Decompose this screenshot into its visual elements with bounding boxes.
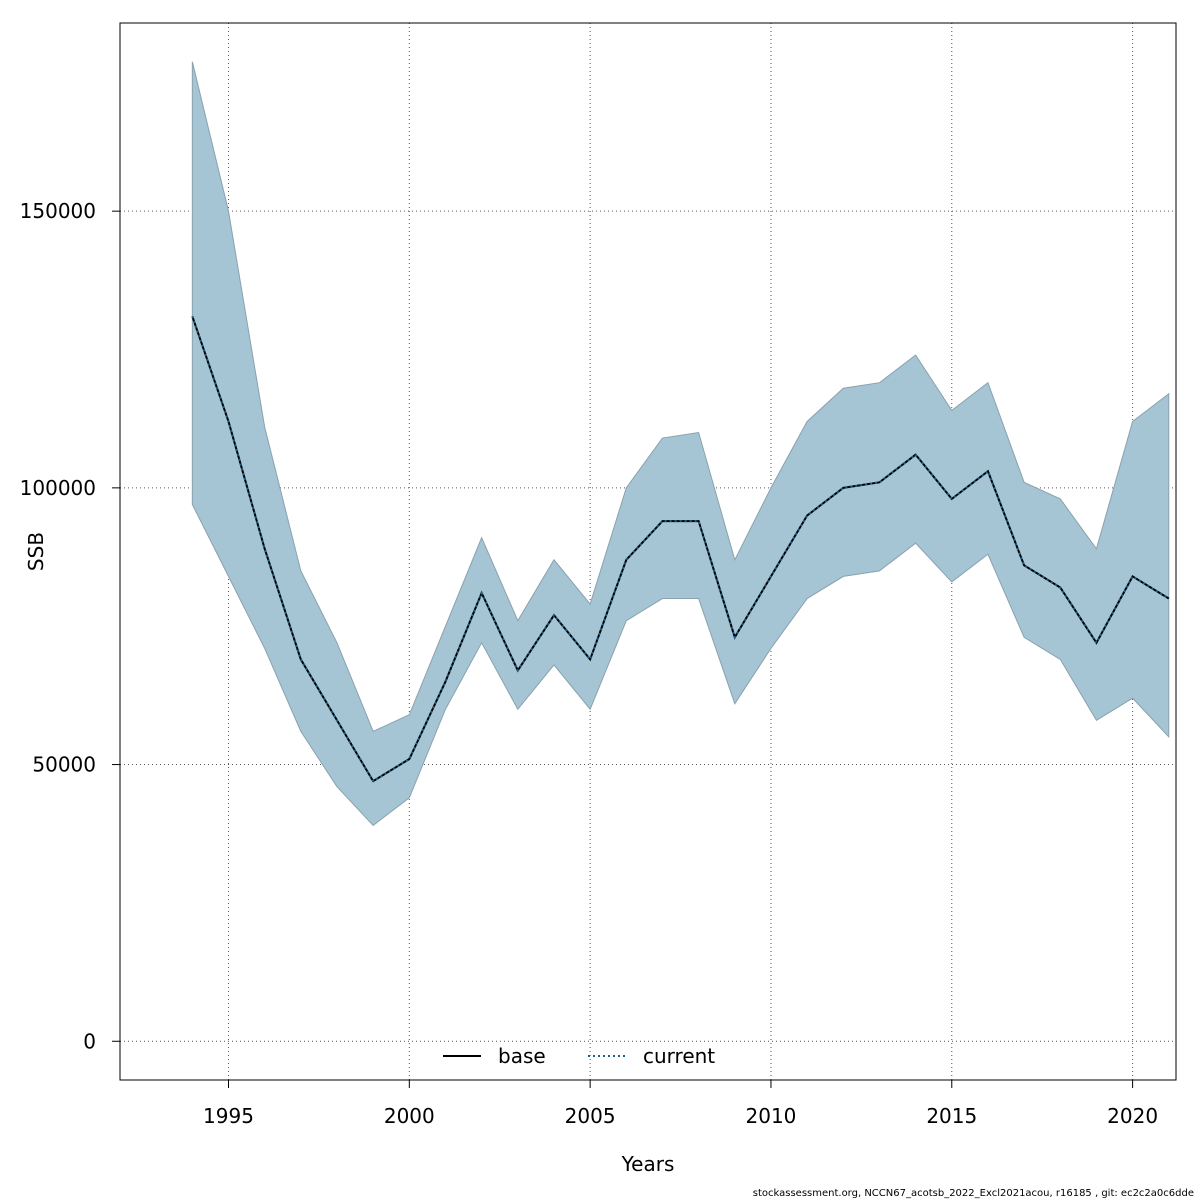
x-axis-title: Years <box>621 1152 675 1176</box>
legend: base current <box>443 1044 715 1068</box>
y-axis-title: SSB <box>24 532 48 571</box>
x-tick-label: 2000 <box>384 1104 435 1128</box>
footer-caption: stockassessment.org, NCCN67_acotsb_2022_… <box>752 1188 1194 1199</box>
y-tick-label: 0 <box>83 1029 96 1053</box>
plot-frame <box>119 22 1177 1081</box>
series-line-current <box>191 315 1170 783</box>
confidence-band <box>191 61 1170 827</box>
x-axis: 1995 2000 2005 2010 2015 2020 <box>203 1080 1158 1128</box>
x-tick-label: 2015 <box>926 1104 977 1128</box>
y-tick-label: 150000 <box>20 199 96 223</box>
x-tick-label: 2020 <box>1107 1104 1158 1128</box>
legend-label-current: current <box>643 1044 715 1068</box>
x-tick-label: 2005 <box>565 1104 616 1128</box>
x-tick-label: 2010 <box>746 1104 797 1128</box>
y-tick-label: 50000 <box>32 753 96 777</box>
legend-label-base: base <box>498 1044 546 1068</box>
y-axis: 0 50000 100000 150000 <box>20 199 120 1053</box>
y-tick-label: 100000 <box>20 476 96 500</box>
x-tick-label: 1995 <box>203 1104 254 1128</box>
